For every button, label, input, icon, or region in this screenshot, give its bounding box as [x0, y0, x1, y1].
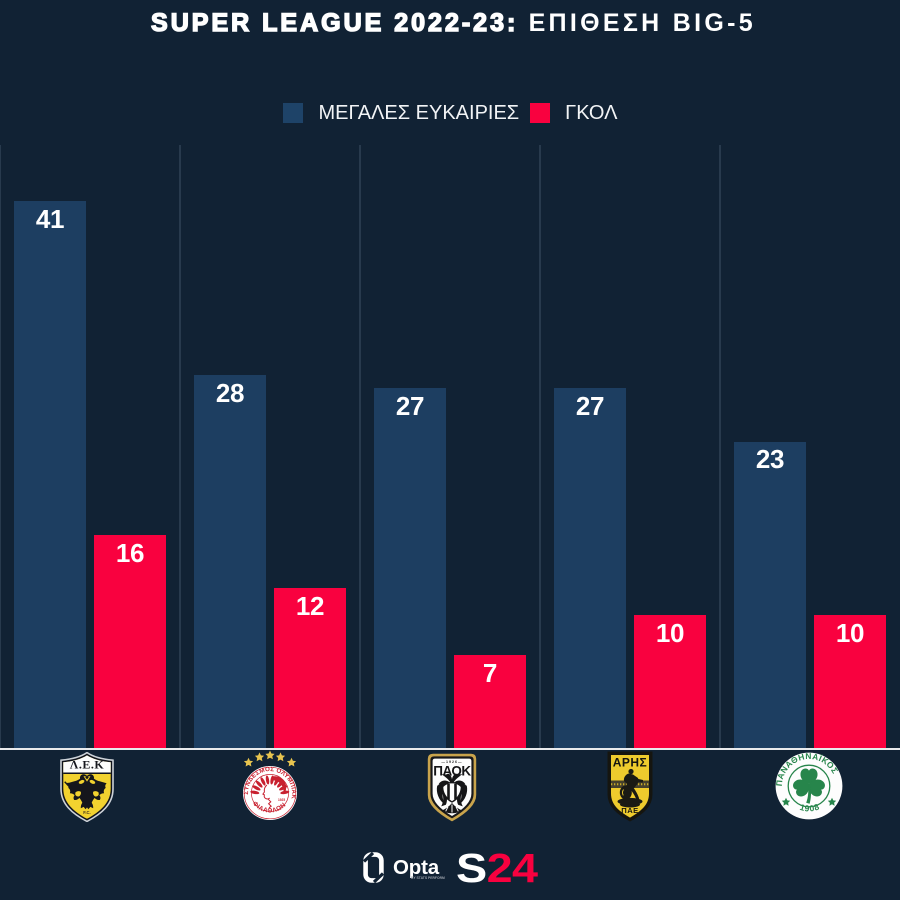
- svg-text:1925: 1925: [278, 798, 285, 802]
- svg-text:Λ.Ε.Κ: Λ.Ε.Κ: [70, 758, 105, 772]
- svg-text:ΠΑΕ: ΠΑΕ: [621, 806, 639, 815]
- svg-text:ΑΡΗΣ: ΑΡΗΣ: [613, 756, 648, 770]
- svg-text:—1926—: —1926—: [441, 760, 462, 764]
- svg-text:1908: 1908: [799, 801, 821, 813]
- svg-text:ΠΑΟΚ: ΠΑΟΚ: [433, 764, 471, 779]
- svg-text:F.C.: F.C.: [83, 810, 90, 815]
